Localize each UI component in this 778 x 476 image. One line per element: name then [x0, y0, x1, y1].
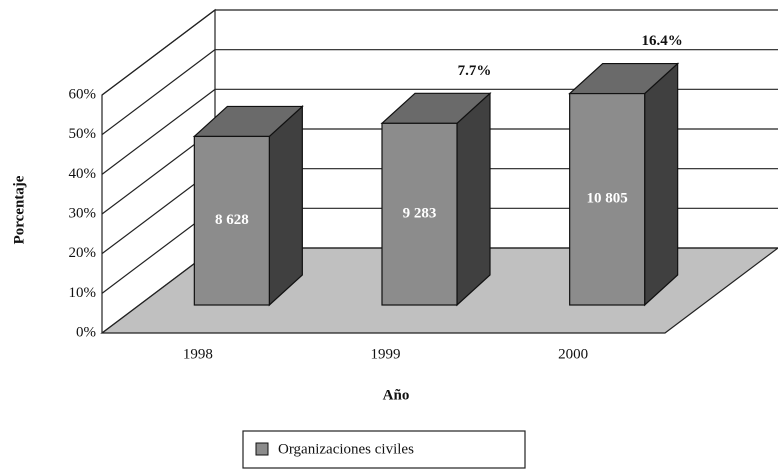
- bar: [569, 92, 646, 306]
- y-tick-label: 60%: [69, 86, 97, 102]
- count-label: 10 805: [587, 191, 628, 207]
- bar-side: [456, 91, 491, 307]
- x-tick-label: 2000: [558, 346, 588, 362]
- y-tick-label: 0%: [76, 324, 96, 340]
- grid-line: [101, 9, 216, 96]
- y-tick-label: 30%: [69, 205, 97, 221]
- legend-swatch: [255, 442, 269, 456]
- grid-line: [101, 49, 216, 136]
- x-tick-label: 1998: [183, 346, 213, 362]
- legend-label: Organizaciones civiles: [278, 441, 414, 457]
- growth-label: 16.4%: [642, 33, 683, 49]
- bar: [193, 135, 270, 306]
- legend: [242, 430, 526, 469]
- y-tick-label: 20%: [69, 245, 97, 261]
- count-label: 8 628: [215, 212, 249, 228]
- x-axis-label: Año: [383, 387, 410, 403]
- y-tick-label: 50%: [69, 126, 97, 142]
- y-tick-label: 10%: [69, 285, 97, 301]
- grid-line: [101, 88, 216, 175]
- y-tick-label: 40%: [69, 166, 97, 182]
- x-tick-label: 1999: [371, 346, 401, 362]
- bar-side: [268, 105, 303, 307]
- bar: [381, 122, 458, 306]
- bar-side: [644, 62, 679, 307]
- growth-label: 7.7%: [458, 63, 492, 79]
- count-label: 9 283: [403, 206, 437, 222]
- y-axis-label: Porcentaje: [11, 175, 27, 244]
